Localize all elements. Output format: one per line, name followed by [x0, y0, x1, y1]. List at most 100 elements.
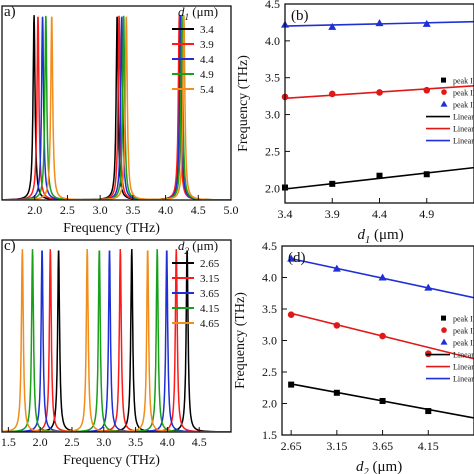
legend-label: 4.9: [200, 69, 214, 81]
x-axis-label: Frequency (THz): [63, 221, 160, 236]
x-tick-label: 1.5: [1, 435, 16, 449]
legend-label: 5.4: [200, 84, 214, 96]
y-tick-label: 1.5: [262, 428, 277, 442]
legend-label: peak II: [453, 327, 474, 336]
plot-frame: [1, 5, 232, 201]
x-tick-label: 4.5: [192, 435, 207, 449]
data-point-square: [288, 381, 295, 388]
x-tick-label: 2.5: [64, 435, 79, 449]
data-point-triangle: [424, 283, 433, 291]
y-tick-label: 3.5: [262, 302, 277, 316]
panel-d: 2.65 3.15 3.65 4.15 1.5 2.0 2.5 3.0 3.5 4.0 4.5 Fre…: [233, 239, 474, 474]
x-tick-label: 2.0: [27, 203, 42, 217]
spectrum-line-3.15: [2, 248, 231, 432]
y-tick-label: 3.0: [265, 108, 280, 122]
x-tick-label: 5.0: [224, 203, 239, 217]
x-tick-label: 4.9: [419, 207, 434, 221]
legend-marker: [441, 89, 447, 95]
panel-b: 3.4 3.9 4.4 4.9 2.0 2.5 3.0 3.5 4.0 4.5 Frequency …: [236, 0, 474, 246]
y-tick-label: 3.5: [265, 71, 280, 85]
panel-a: 2.0 2.5 3.0 3.5 4.0 4.5 5.0 Frequency (THz) a) d1…: [1, 4, 239, 236]
x-tick-label: 2.5: [60, 203, 75, 217]
data-point-triangle: [378, 273, 387, 281]
panel-label: (b): [291, 8, 309, 24]
y-tick-label: 3.0: [262, 334, 277, 348]
spectrum-line-4.9: [2, 15, 231, 200]
spectrum-line-5.4: [2, 15, 231, 200]
y-axis-label: Frequency (THz): [233, 292, 248, 389]
data-point-triangle: [332, 264, 341, 272]
data-point-circle: [376, 89, 383, 96]
panel-label: a): [4, 4, 16, 20]
x-tick-label: 3.0: [93, 203, 108, 217]
x-tick-label: 3.15: [326, 439, 347, 453]
plot-frame: [1, 239, 232, 433]
x-tick-label: 4.4: [372, 207, 387, 221]
data-point-circle: [423, 86, 431, 94]
x-tick-label: 4.0: [160, 435, 175, 449]
x-tick-label: 3.0: [96, 435, 111, 449]
x-tick-label: 3.5: [128, 435, 143, 449]
y-tick-label: 2.5: [265, 144, 280, 158]
data-point-circle: [379, 332, 386, 340]
legend-marker: [441, 315, 446, 321]
x-tick-label: 2.65: [281, 439, 302, 453]
legend-marker: [440, 100, 448, 107]
data-point-triangle: [328, 22, 337, 30]
x-tick-label: 3.9: [325, 207, 340, 221]
x-axis-label: d1 (μm): [358, 227, 404, 246]
legend-label: 3.4: [200, 24, 214, 36]
data-point-circle: [424, 350, 432, 358]
legend-label: 4.65: [200, 318, 220, 330]
legend-label: Linear: [453, 375, 474, 384]
x-tick-label: 2.0: [33, 435, 48, 449]
legend-label: 3.9: [200, 39, 214, 51]
legend-label: peak II: [453, 89, 474, 98]
legend-label: 3.65: [200, 288, 220, 300]
legend-label: Linear: [453, 125, 474, 134]
spectrum-line-4.65: [2, 248, 231, 432]
spectrum-line-4.15: [2, 249, 231, 432]
legend-label: 2.65: [200, 258, 220, 270]
data-point-circle: [333, 322, 341, 329]
data-point-square: [425, 408, 432, 415]
x-tick-label: 4.15: [418, 439, 439, 453]
data-point-square: [423, 171, 430, 178]
x-tick-label: 3.65: [372, 439, 393, 453]
legend-label: Linear: [453, 137, 474, 146]
y-tick-label: 2.5: [262, 365, 277, 379]
data-point-square: [333, 389, 340, 396]
legend-label: Linear: [453, 113, 474, 122]
legend-label: peak III: [453, 339, 474, 348]
legend-label: Linear: [453, 363, 474, 372]
legend-label: Linear: [453, 351, 474, 360]
y-axis-label: Frequency (THz): [236, 55, 251, 152]
data-point-triangle: [375, 19, 384, 27]
spectrum-line-3.65: [2, 250, 231, 432]
legend-marker: [440, 338, 448, 345]
legend-marker: [441, 327, 447, 333]
data-point-circle: [328, 90, 336, 98]
legend-marker: [441, 77, 446, 83]
panel-label: (d): [288, 250, 306, 266]
legend-title: d2 (μm): [178, 238, 218, 256]
x-tick-label: 3.4: [278, 207, 293, 221]
x-axis-label: d2 (μm): [356, 459, 402, 474]
legend-label: 3.15: [200, 273, 220, 285]
y-tick-label: 4.5: [262, 239, 277, 253]
data-point-square: [329, 180, 336, 187]
x-tick-label: 4.0: [158, 203, 173, 217]
x-tick-label: 3.5: [125, 203, 140, 217]
spectrum-line-2.65: [2, 248, 231, 432]
data-point-square: [376, 172, 383, 179]
panel-c: 1.5 2.0 2.5 3.0 3.5 4.0 4.5 Frequency (THz) c) d2…: [1, 238, 232, 468]
data-point-triangle: [287, 254, 296, 262]
legend-label: 4.15: [200, 303, 220, 315]
legend-label: peak I: [453, 315, 473, 324]
data-point-square: [379, 397, 386, 404]
legend-label: 4.4: [200, 54, 214, 66]
panel-label: c): [4, 238, 16, 254]
y-tick-label: 2.0: [265, 181, 280, 195]
y-tick-label: 4.5: [265, 0, 280, 11]
